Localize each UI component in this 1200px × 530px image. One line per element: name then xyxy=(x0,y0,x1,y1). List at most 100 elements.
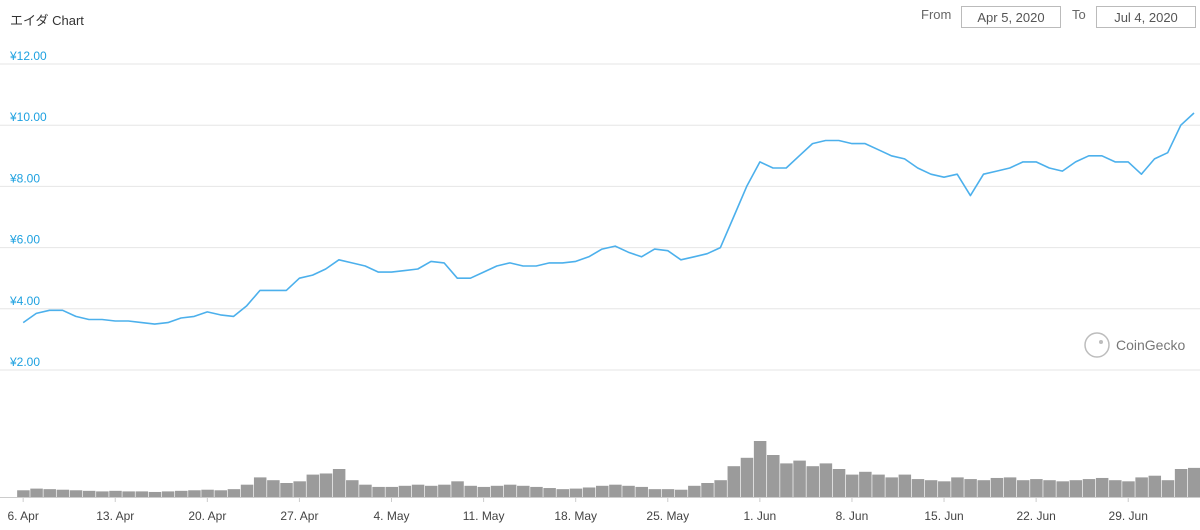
to-label: To xyxy=(1072,7,1086,22)
y-tick-label: ¥6.00 xyxy=(9,233,40,247)
volume-bar xyxy=(1095,477,1109,497)
volume-bar xyxy=(424,485,438,497)
volume-bar xyxy=(845,474,859,497)
volume-bar xyxy=(753,441,767,497)
from-date-input[interactable]: Apr 5, 2020 xyxy=(961,6,1061,28)
volume-bar xyxy=(359,484,372,497)
volume-bar xyxy=(1003,477,1017,497)
volume-bar xyxy=(859,471,872,497)
volume-bar xyxy=(517,485,530,497)
coingecko-gecko-icon xyxy=(1084,332,1110,358)
volume-bar xyxy=(556,489,570,497)
volume-bar xyxy=(451,481,464,497)
volume-bar xyxy=(1109,480,1122,497)
volume-bar xyxy=(122,491,135,497)
volume-bar xyxy=(227,489,241,497)
volume-bar xyxy=(411,484,425,497)
volume-bar xyxy=(148,491,162,497)
from-label: From xyxy=(921,7,952,22)
volume-bar xyxy=(319,473,333,497)
x-tick-label: 4. May xyxy=(374,509,410,523)
volume-bar xyxy=(648,489,662,497)
volume-bar xyxy=(17,490,30,497)
volume-bar xyxy=(240,484,254,497)
volume-bar xyxy=(767,455,780,497)
volume-bar xyxy=(938,481,951,497)
x-tick-label: 25. May xyxy=(646,509,689,523)
volume-bar xyxy=(1148,475,1162,497)
volume-bar xyxy=(96,491,109,497)
watermark-text: CoinGecko xyxy=(1116,337,1185,353)
y-tick-label: ¥8.00 xyxy=(9,171,40,185)
volume-bar xyxy=(740,457,754,497)
volume-bar xyxy=(661,489,675,497)
volume-bar xyxy=(688,485,701,497)
volume-bar xyxy=(701,483,714,497)
x-tick-label: 11. May xyxy=(463,509,505,523)
volume-bar xyxy=(253,477,267,497)
volume-bar xyxy=(898,474,912,497)
y-tick-label: ¥12.00 xyxy=(9,49,47,63)
x-tick-label: 6. Apr xyxy=(7,509,38,523)
volume-bar xyxy=(1043,480,1056,497)
volume-bar xyxy=(582,487,596,497)
volume-bar xyxy=(372,486,385,497)
volume-bar xyxy=(1056,481,1069,497)
gecko-eye-icon xyxy=(1099,340,1103,344)
x-tick-label: 13. Apr xyxy=(96,509,134,523)
volume-bar xyxy=(1188,467,1200,497)
x-tick-label: 15. Jun xyxy=(924,509,963,523)
x-tick-label: 18. May xyxy=(554,509,597,523)
volume-bar xyxy=(398,485,412,497)
volume-bar xyxy=(1174,469,1188,497)
volume-bar xyxy=(1069,480,1083,497)
volume-bar xyxy=(280,483,293,497)
volume-bar xyxy=(924,480,938,497)
volume-bar xyxy=(674,489,688,497)
volume-bar xyxy=(306,474,320,497)
volume-bar xyxy=(30,488,43,497)
volume-bar xyxy=(780,463,793,497)
x-tick-label: 20. Apr xyxy=(188,509,226,523)
x-tick-label: 27. Apr xyxy=(280,509,318,523)
volume-bar xyxy=(990,477,1004,497)
volume-bar xyxy=(464,485,477,497)
volume-bar xyxy=(82,490,96,497)
volume-bar xyxy=(596,485,609,497)
volume-bar xyxy=(214,490,227,497)
volume-bar xyxy=(1161,480,1175,497)
volume-bar xyxy=(793,460,806,497)
volume-bar xyxy=(293,481,306,497)
volume-bar xyxy=(1122,481,1135,497)
volume-bar xyxy=(188,490,201,497)
volume-bar xyxy=(56,489,70,497)
y-tick-label: ¥2.00 xyxy=(9,355,40,369)
volume-bar xyxy=(490,485,504,497)
x-tick-label: 29. Jun xyxy=(1109,509,1148,523)
volume-bar xyxy=(714,480,727,497)
volume-bar xyxy=(609,484,622,497)
x-tick-label: 1. Jun xyxy=(744,509,777,523)
volume-bar xyxy=(543,488,556,497)
volume-bar xyxy=(1135,477,1148,497)
volume-bar xyxy=(175,490,188,497)
volume-bar xyxy=(819,463,833,497)
volume-bar xyxy=(1082,479,1096,497)
volume-bar xyxy=(267,480,280,497)
chart-title: エイダ Chart xyxy=(10,13,84,28)
volume-bar xyxy=(477,486,491,497)
volume-bar xyxy=(43,489,56,497)
volume-bar xyxy=(872,474,885,497)
volume-bar xyxy=(530,486,543,497)
volume-bar xyxy=(977,480,991,497)
volume-bar xyxy=(727,466,741,497)
volume-bar xyxy=(161,491,175,497)
volume-bar xyxy=(569,488,583,497)
price-series-line xyxy=(22,112,1195,325)
to-date-input[interactable]: Jul 4, 2020 xyxy=(1096,6,1196,28)
volume-bar xyxy=(806,466,819,497)
volume-bar xyxy=(201,489,214,497)
volume-bar xyxy=(622,485,635,497)
volume-bar xyxy=(885,477,898,497)
